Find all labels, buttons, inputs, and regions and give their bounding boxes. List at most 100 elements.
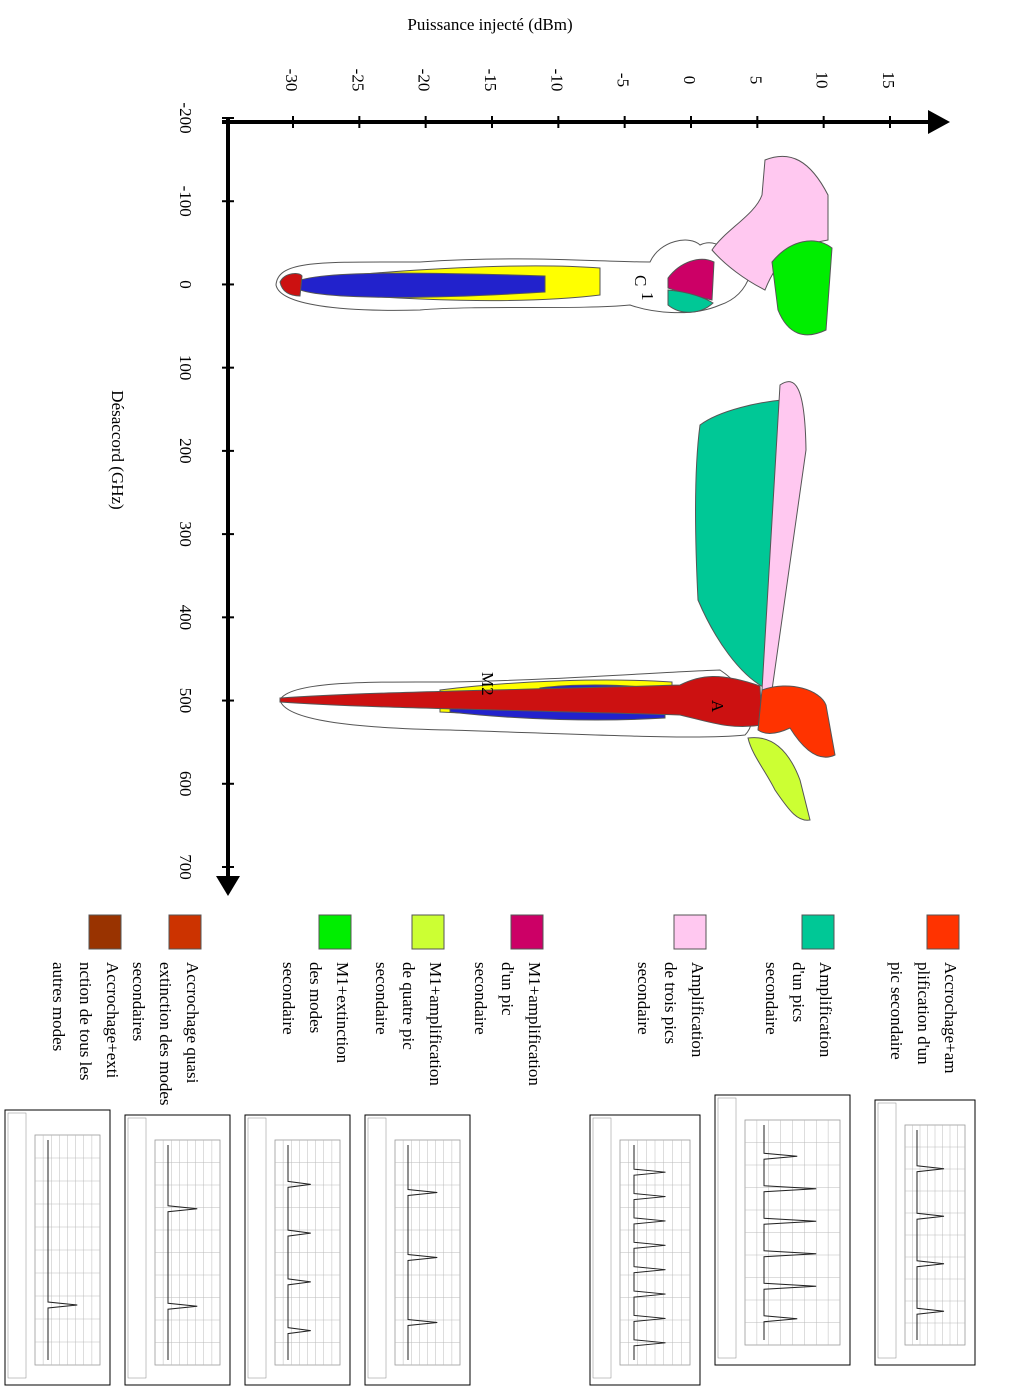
legend-label: M1+amplification — [426, 962, 445, 1086]
legend-label: autres modes — [49, 962, 68, 1051]
thumbnail-trace — [287, 1145, 311, 1360]
y-tick-label: -20 — [415, 69, 434, 92]
region-green — [771, 240, 833, 336]
thumbnail-header — [7, 1112, 27, 1379]
legend-label: de trois pics — [661, 962, 680, 1044]
legend-label: secondaire — [372, 962, 391, 1035]
x-tick-label: 500 — [176, 688, 195, 714]
x-axis-arrow — [216, 876, 240, 896]
y-axis-arrow — [928, 110, 950, 134]
thumbnail-header — [247, 1117, 267, 1379]
y-tick-label: -25 — [348, 69, 367, 92]
region-teal — [695, 399, 783, 689]
thumbnail-trace — [763, 1125, 817, 1340]
legend-label: Accrochage quasi — [183, 962, 202, 1084]
thumbnail-frame — [589, 1114, 701, 1386]
legend-swatch — [801, 914, 835, 950]
spectrum-thumbnail — [124, 1114, 231, 1386]
thumbnail-frame — [124, 1114, 231, 1386]
thumbnail-header — [717, 1097, 737, 1359]
thumbnail-frame — [364, 1114, 471, 1386]
region-pink-thin — [761, 381, 807, 691]
region-blue — [291, 272, 546, 298]
spectrum-thumbnail — [4, 1109, 111, 1386]
y-tick-label: 5 — [746, 76, 765, 85]
legend-label: plification d'un — [914, 962, 933, 1065]
thumbnail-frame — [874, 1099, 976, 1366]
y-tick-label: -5 — [614, 73, 633, 87]
legend-label: Accrochage+am — [941, 962, 960, 1074]
legend-label: nction de tous les — [76, 962, 95, 1081]
thumbnail-trace — [407, 1145, 438, 1360]
legend-label: M1+extinction — [333, 962, 352, 1064]
legend-label: pic secondaire — [887, 962, 906, 1060]
legend-label: Amplification — [688, 962, 707, 1058]
x-axis-title: Désaccord (GHz) — [108, 390, 127, 509]
legend-label: Amplification — [816, 962, 835, 1058]
y-axis-title: Puissance injecté (dBm) — [407, 15, 572, 34]
y-tick-label: 15 — [879, 72, 898, 89]
legend-label: des modes — [306, 962, 325, 1033]
region-teal-small — [667, 289, 714, 313]
thumbnail-header — [592, 1117, 612, 1379]
x-tick-label: 200 — [176, 438, 195, 464]
region-yellow-green — [747, 737, 811, 821]
thumbnail-frame — [714, 1094, 851, 1366]
thumbnail-header — [367, 1117, 387, 1379]
legend-swatch — [411, 914, 445, 950]
annotation: C — [631, 275, 650, 286]
legend-swatch — [318, 914, 352, 950]
thumbnail-trace — [916, 1130, 945, 1340]
regions — [275, 155, 836, 821]
thumbnail-trace — [633, 1145, 666, 1360]
annotation: 1 — [638, 292, 657, 301]
x-tick-label: -100 — [176, 186, 195, 217]
legend-swatch — [88, 914, 122, 950]
thumbnail-trace — [167, 1145, 198, 1360]
thumbnail-frame — [4, 1109, 111, 1386]
annotation: A — [708, 700, 727, 713]
thumbnail-header — [127, 1117, 147, 1379]
legend-label: Accrochage+exti — [103, 962, 122, 1079]
legend-label: de quatre pic — [399, 962, 418, 1050]
legend-label: d'un pics — [789, 962, 808, 1022]
legend-swatch — [673, 914, 707, 950]
legend-swatch — [510, 914, 544, 950]
legend-swatch — [168, 914, 202, 950]
y-tick-label: -15 — [481, 69, 500, 92]
thumbnail-frame — [244, 1114, 351, 1386]
legend-label: secondaire — [279, 962, 298, 1035]
x-tick-label: -200 — [176, 102, 195, 133]
x-tick-label: 0 — [176, 280, 195, 289]
y-tick-label: -10 — [547, 69, 566, 92]
legend-label: extinction des modes — [156, 962, 175, 1106]
y-tick-label: 10 — [813, 72, 832, 89]
spectrum-thumbnail — [874, 1099, 976, 1366]
legend-label: secondaire — [634, 962, 653, 1035]
legend-swatch — [926, 914, 960, 950]
legend-label: secondaire — [762, 962, 781, 1035]
region-orange — [757, 685, 836, 758]
spectrum-thumbnail — [364, 1114, 471, 1386]
thumbnail-header — [877, 1102, 897, 1359]
spectrum-thumbnail — [589, 1114, 701, 1386]
x-tick-label: 600 — [176, 771, 195, 797]
legend-label: M1+amplification — [525, 962, 544, 1086]
legend-label: secondaires — [129, 962, 148, 1041]
x-tick-label: 700 — [176, 854, 195, 880]
region-pink — [711, 155, 829, 291]
thumbnail-trace — [47, 1140, 78, 1360]
spectrum-thumbnail — [714, 1094, 851, 1366]
legend-label: secondaire — [471, 962, 490, 1035]
annotation: M2 — [478, 672, 497, 696]
x-tick-label: 100 — [176, 355, 195, 381]
legend-label: d'un pic — [498, 962, 517, 1016]
x-tick-label: 300 — [176, 521, 195, 547]
y-tick-label: -30 — [282, 69, 301, 92]
x-tick-label: 400 — [176, 605, 195, 631]
spectrum-thumbnail — [244, 1114, 351, 1386]
axes — [222, 118, 930, 878]
y-tick-label: 0 — [680, 76, 699, 85]
region-red-small — [279, 273, 303, 297]
